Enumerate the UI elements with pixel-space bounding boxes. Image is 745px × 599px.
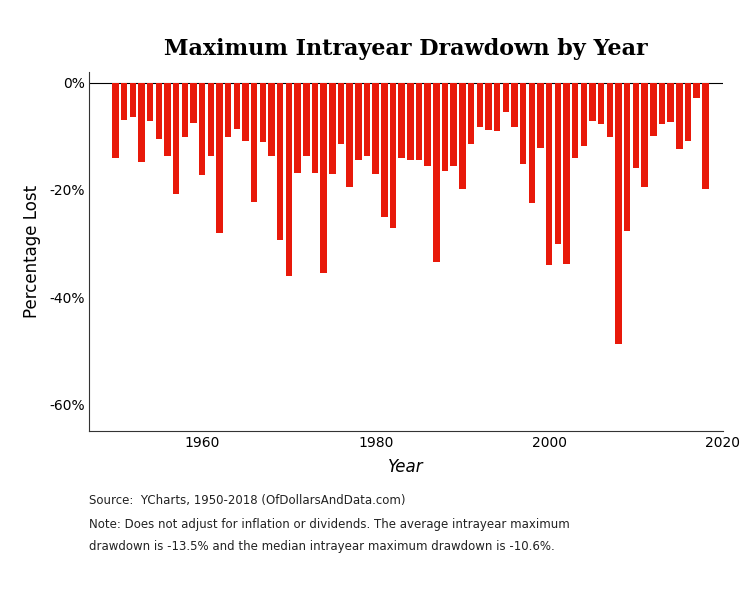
Bar	[546, 83, 552, 265]
Bar	[503, 83, 509, 111]
Bar	[234, 83, 240, 129]
Bar	[251, 83, 258, 202]
Bar	[407, 83, 413, 160]
Bar	[303, 83, 309, 156]
Bar	[294, 83, 301, 173]
Bar	[425, 83, 431, 167]
Text: Source:  YCharts, 1950-2018 (OfDollarsAndData.com): Source: YCharts, 1950-2018 (OfDollarsAnd…	[89, 494, 406, 507]
Bar	[364, 83, 370, 156]
Bar	[650, 83, 656, 136]
Bar	[598, 83, 604, 124]
Bar	[121, 83, 127, 120]
Bar	[685, 83, 691, 141]
Bar	[130, 83, 136, 117]
Bar	[199, 83, 206, 175]
Bar	[494, 83, 501, 131]
X-axis label: Year: Year	[388, 458, 424, 476]
Bar	[329, 83, 335, 174]
Bar	[277, 83, 284, 240]
Bar	[694, 83, 700, 98]
Bar	[442, 83, 448, 171]
Bar	[528, 83, 535, 203]
Bar	[225, 83, 232, 137]
Title: Maximum Intrayear Drawdown by Year: Maximum Intrayear Drawdown by Year	[164, 38, 648, 60]
Bar	[477, 83, 483, 127]
Bar	[659, 83, 665, 124]
Bar	[112, 83, 118, 158]
Bar	[511, 83, 518, 126]
Bar	[537, 83, 544, 147]
Bar	[390, 83, 396, 228]
Bar	[520, 83, 527, 164]
Bar	[242, 83, 249, 141]
Bar	[451, 83, 457, 167]
Bar	[355, 83, 361, 161]
Y-axis label: Percentage Lost: Percentage Lost	[22, 185, 40, 318]
Text: drawdown is -13.5% and the median intrayear maximum drawdown is -10.6%.: drawdown is -13.5% and the median intray…	[89, 540, 555, 553]
Bar	[208, 83, 214, 156]
Bar	[589, 83, 596, 121]
Bar	[485, 83, 492, 131]
Bar	[337, 83, 344, 144]
Bar	[147, 83, 153, 120]
Bar	[641, 83, 648, 187]
Bar	[156, 83, 162, 140]
Bar	[433, 83, 440, 262]
Bar	[346, 83, 353, 187]
Bar	[311, 83, 318, 173]
Bar	[580, 83, 587, 146]
Bar	[173, 83, 180, 193]
Bar	[182, 83, 188, 137]
Bar	[216, 83, 223, 233]
Bar	[563, 83, 570, 264]
Bar	[554, 83, 561, 244]
Bar	[164, 83, 171, 156]
Bar	[572, 83, 578, 158]
Bar	[459, 83, 466, 189]
Bar	[702, 83, 708, 189]
Bar	[260, 83, 266, 142]
Bar	[615, 83, 622, 344]
Bar	[399, 83, 405, 158]
Bar	[416, 83, 422, 160]
Text: Note: Does not adjust for inflation or dividends. The average intrayear maximum: Note: Does not adjust for inflation or d…	[89, 518, 570, 531]
Bar	[372, 83, 379, 174]
Bar	[190, 83, 197, 123]
Bar	[624, 83, 630, 231]
Bar	[668, 83, 674, 122]
Bar	[268, 83, 275, 156]
Bar	[606, 83, 613, 137]
Bar	[633, 83, 639, 168]
Bar	[468, 83, 475, 144]
Bar	[138, 83, 145, 162]
Bar	[285, 83, 292, 276]
Bar	[320, 83, 327, 273]
Bar	[381, 83, 387, 217]
Bar	[676, 83, 682, 149]
